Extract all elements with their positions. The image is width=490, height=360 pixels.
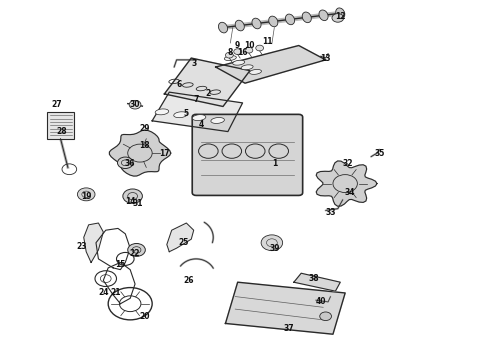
Text: 30: 30 bbox=[130, 100, 140, 109]
Ellipse shape bbox=[286, 14, 294, 25]
Ellipse shape bbox=[249, 69, 262, 75]
Text: 36: 36 bbox=[125, 159, 135, 168]
Polygon shape bbox=[109, 130, 171, 176]
Ellipse shape bbox=[233, 60, 245, 65]
Ellipse shape bbox=[269, 16, 278, 27]
Circle shape bbox=[332, 14, 343, 22]
Text: 7: 7 bbox=[194, 95, 199, 104]
Ellipse shape bbox=[336, 8, 345, 19]
Circle shape bbox=[234, 49, 242, 54]
Text: 8: 8 bbox=[228, 48, 233, 57]
Ellipse shape bbox=[174, 112, 187, 118]
Text: 33: 33 bbox=[325, 208, 336, 217]
Text: 17: 17 bbox=[159, 149, 170, 158]
Ellipse shape bbox=[192, 114, 206, 121]
Text: 34: 34 bbox=[345, 188, 355, 197]
Circle shape bbox=[123, 189, 143, 203]
Polygon shape bbox=[225, 282, 345, 334]
Text: 2: 2 bbox=[206, 89, 211, 98]
Text: 16: 16 bbox=[237, 48, 248, 57]
Text: 29: 29 bbox=[140, 123, 150, 132]
Text: 26: 26 bbox=[184, 276, 194, 285]
Text: 24: 24 bbox=[98, 288, 109, 297]
Text: 21: 21 bbox=[110, 288, 121, 297]
Polygon shape bbox=[164, 58, 250, 107]
Circle shape bbox=[245, 47, 253, 53]
Ellipse shape bbox=[211, 117, 224, 123]
Text: 18: 18 bbox=[140, 141, 150, 150]
Circle shape bbox=[128, 243, 146, 256]
Circle shape bbox=[320, 312, 331, 320]
Ellipse shape bbox=[155, 109, 169, 115]
Polygon shape bbox=[167, 223, 194, 252]
Text: 14: 14 bbox=[125, 197, 135, 206]
Polygon shape bbox=[316, 161, 377, 206]
Ellipse shape bbox=[252, 18, 261, 29]
Text: 3: 3 bbox=[191, 59, 196, 68]
Text: 37: 37 bbox=[284, 324, 294, 333]
Text: 11: 11 bbox=[262, 37, 272, 46]
Bar bbox=[47, 112, 74, 139]
Text: 15: 15 bbox=[115, 260, 125, 269]
Text: 13: 13 bbox=[320, 54, 331, 63]
Ellipse shape bbox=[219, 22, 227, 33]
Ellipse shape bbox=[235, 20, 245, 31]
FancyBboxPatch shape bbox=[192, 114, 303, 195]
Polygon shape bbox=[216, 45, 326, 83]
Ellipse shape bbox=[319, 10, 328, 21]
Text: 32: 32 bbox=[343, 159, 353, 168]
Text: 28: 28 bbox=[56, 127, 67, 136]
Circle shape bbox=[118, 157, 133, 168]
Circle shape bbox=[256, 45, 264, 51]
Text: 25: 25 bbox=[179, 238, 189, 247]
Ellipse shape bbox=[224, 55, 236, 60]
Text: 27: 27 bbox=[51, 100, 62, 109]
Text: 38: 38 bbox=[308, 274, 318, 283]
Circle shape bbox=[261, 235, 283, 251]
Circle shape bbox=[77, 188, 95, 201]
Text: 4: 4 bbox=[198, 120, 204, 129]
Circle shape bbox=[129, 100, 141, 109]
Text: 39: 39 bbox=[269, 244, 280, 253]
Text: 1: 1 bbox=[271, 159, 277, 168]
Text: 31: 31 bbox=[132, 199, 143, 208]
Ellipse shape bbox=[241, 65, 253, 70]
Text: 9: 9 bbox=[235, 41, 240, 50]
Text: 20: 20 bbox=[140, 312, 150, 321]
Text: 19: 19 bbox=[81, 192, 92, 201]
Polygon shape bbox=[152, 92, 243, 132]
Circle shape bbox=[225, 52, 233, 58]
Text: 22: 22 bbox=[130, 249, 140, 258]
Text: 40: 40 bbox=[316, 297, 326, 306]
Text: 23: 23 bbox=[76, 242, 87, 251]
Text: 5: 5 bbox=[184, 109, 189, 118]
Text: 10: 10 bbox=[245, 41, 255, 50]
Ellipse shape bbox=[302, 12, 311, 23]
Text: 35: 35 bbox=[374, 149, 385, 158]
Text: 6: 6 bbox=[176, 81, 182, 90]
Text: 12: 12 bbox=[335, 12, 345, 21]
Polygon shape bbox=[84, 223, 103, 262]
Polygon shape bbox=[294, 273, 340, 291]
